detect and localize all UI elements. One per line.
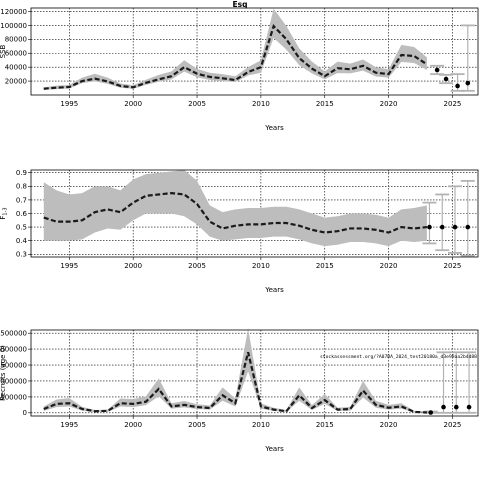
y-tick-label: 0.7 <box>16 196 27 204</box>
y-tick-label: 1000000 <box>0 377 27 385</box>
projection-point <box>455 83 460 89</box>
x-tick-label: 2000 <box>124 100 142 108</box>
recruitment-panel: 1995 2000 2005 2010 2015 2020 2025 0 500000 10000… <box>0 328 479 453</box>
y-tick-label: 100000 <box>0 22 27 30</box>
x-tick-label: 2010 <box>252 421 270 429</box>
y-tick-label: 40000 <box>5 64 27 72</box>
projection-point <box>465 224 471 230</box>
projection-interval <box>449 351 464 414</box>
x-tick-label: 1995 <box>60 100 78 108</box>
projection-point <box>428 410 434 415</box>
x-tick-label: 1995 <box>60 262 78 270</box>
x-tick-label: 2005 <box>188 100 206 108</box>
x-tick-label: 2020 <box>380 262 398 270</box>
y-tick-label: 80000 <box>5 36 27 44</box>
y-axis-label: Recruits (age 0) <box>0 345 7 401</box>
fishing-mortality-panel: 1995 2000 2005 2010 2015 2020 2025 0.3 0.4 0.5 0.6… <box>0 169 479 294</box>
x-tick-label: 2010 <box>252 262 270 270</box>
y-tick-label: 0 <box>23 409 27 417</box>
projection-point <box>441 404 446 410</box>
y-axis-label: F1-3 <box>0 207 9 219</box>
y-axis-label: SSB <box>0 44 7 58</box>
x-tick-label: 2015 <box>316 100 334 108</box>
y-tick-label: 120000 <box>0 8 27 16</box>
confidence-band <box>43 170 427 247</box>
x-tick-label: 2010 <box>252 100 270 108</box>
projection-point <box>452 224 458 230</box>
projection-interval <box>436 351 451 414</box>
x-tick-label: 2005 <box>188 262 206 270</box>
plot-frame <box>30 329 479 417</box>
y-tick-label: 0.5 <box>16 223 27 231</box>
y-tick-label: 0.9 <box>16 169 27 177</box>
projection-interval <box>435 193 450 252</box>
x-tick-label: 2025 <box>444 421 462 429</box>
projection-point <box>439 224 445 230</box>
x-axis-label: Years <box>264 445 284 453</box>
projection-interval <box>460 24 475 92</box>
x-axis-label: Years <box>264 124 284 132</box>
y-axis-label-subscript: 1-3 <box>3 207 9 215</box>
y-tick-label: 0.8 <box>16 183 27 191</box>
plot-frame <box>30 7 479 96</box>
x-tick-label: 2005 <box>188 421 206 429</box>
source-annotation: stockassessment.org/?A07BA_2024_test2018… <box>320 354 477 360</box>
y-tick-label: 0.6 <box>16 210 28 218</box>
y-tick-label: 0.4 <box>16 237 28 245</box>
ssb-panel: 1995 2000 2005 2010 2015 2020 2025 20000 40000 60… <box>0 0 479 132</box>
projection-interval <box>422 201 437 245</box>
chart-title: Esq <box>233 0 248 9</box>
y-tick-label: 20000 <box>5 77 27 85</box>
x-tick-label: 2000 <box>124 421 142 429</box>
projection-interval <box>460 179 475 257</box>
x-tick-label: 2025 <box>444 100 462 108</box>
estimate-line <box>43 352 427 414</box>
projection-point <box>465 80 471 86</box>
projection-interval <box>462 351 477 414</box>
x-tick-label: 2020 <box>380 100 398 108</box>
projection-point <box>434 67 440 73</box>
x-tick-label: 1995 <box>60 421 78 429</box>
projection-point <box>427 224 432 230</box>
projection-point <box>466 404 472 410</box>
y-tick-label: 0.3 <box>16 251 27 259</box>
x-axis-label: Years <box>264 286 284 294</box>
estimate-line <box>43 24 428 90</box>
y-tick-label: 2500000 <box>0 330 27 338</box>
y-tick-label: 1500000 <box>0 361 27 369</box>
x-tick-label: 2015 <box>316 262 334 270</box>
projection-interval <box>448 185 463 254</box>
x-tick-label: 2020 <box>380 421 398 429</box>
y-tick-label: 500000 <box>0 393 27 401</box>
confidence-band <box>43 8 427 90</box>
projection-point <box>453 404 459 410</box>
x-tick-label: 2015 <box>316 421 334 429</box>
estimate-line <box>43 192 428 234</box>
projection-point <box>443 76 449 82</box>
y-tick-label: 60000 <box>5 50 27 58</box>
x-tick-label: 2025 <box>444 262 462 270</box>
x-tick-label: 2000 <box>124 262 142 270</box>
y-tick-label: 2000000 <box>0 346 27 354</box>
